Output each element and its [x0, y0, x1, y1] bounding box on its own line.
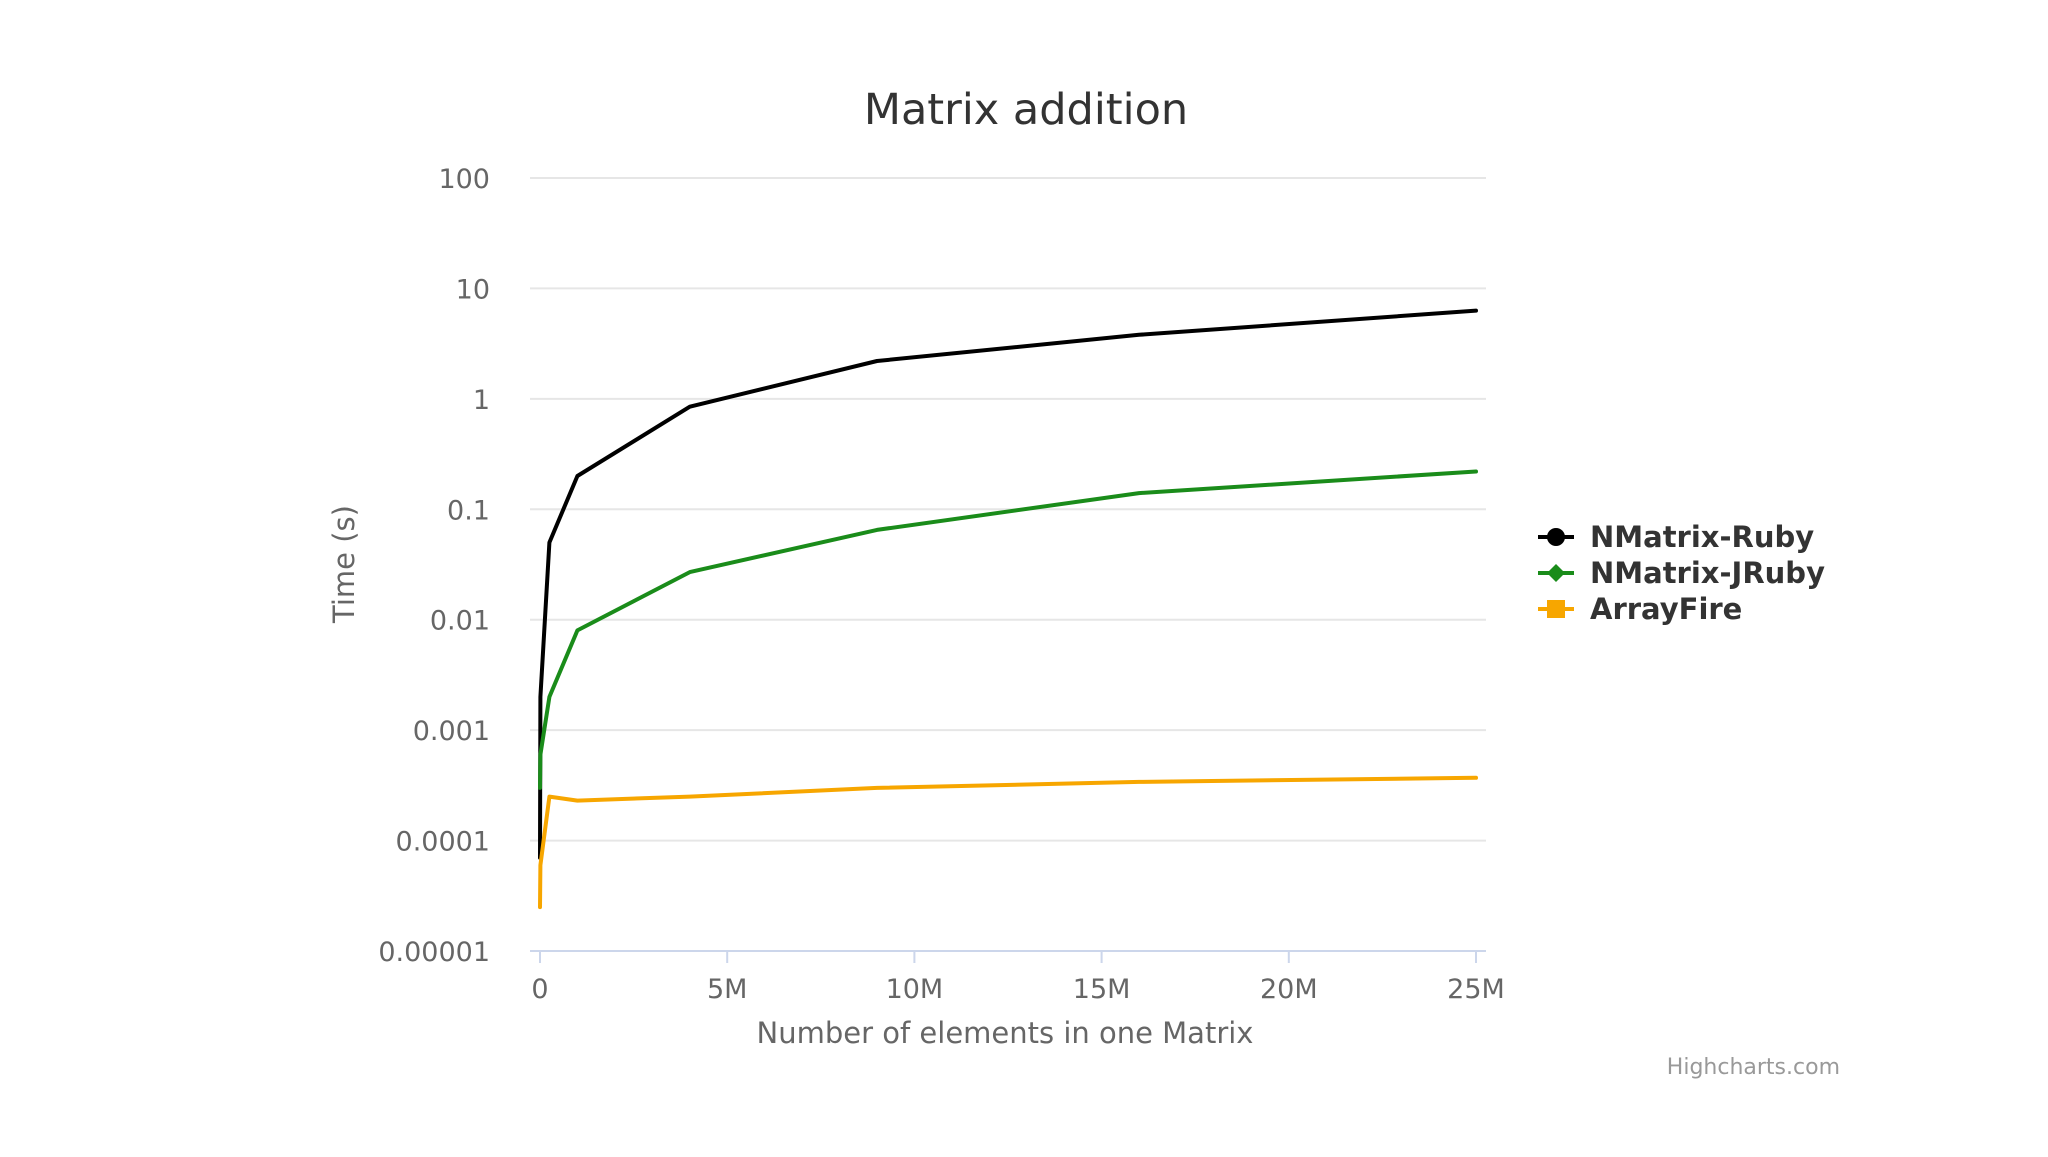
y-tick-label: 1 — [473, 385, 490, 416]
y-tick-label: 0.01 — [430, 606, 490, 637]
y-tick-label: 100 — [438, 164, 490, 195]
y-tick-label: 0.001 — [413, 716, 490, 747]
legend-item-nmatrix-jruby[interactable]: NMatrix-JRuby — [1538, 556, 1825, 590]
credits-link[interactable]: Highcharts.com — [1667, 1055, 1840, 1080]
legend-label: ArrayFire — [1590, 592, 1742, 626]
x-tick-label: 25M — [1447, 974, 1505, 1005]
x-tick-label: 10M — [886, 974, 944, 1005]
axes: 100 10 1 0.1 0.01 0.001 0.0001 0.00001 0 5M 10M 15M… — [378, 164, 1504, 1005]
chart-title: Matrix addition — [864, 85, 1188, 135]
series-line-nmatrix-ruby[interactable] — [538, 308, 1478, 860]
y-tick-label: 0.1 — [447, 495, 490, 526]
x-axis-title: Number of elements in one Matrix — [757, 1016, 1254, 1050]
y-tick-label: 0.0001 — [396, 827, 490, 858]
series-layer — [538, 308, 1478, 910]
series-line-nmatrix-jruby[interactable] — [538, 469, 1478, 790]
legend-item-arrayfire[interactable]: ArrayFire — [1538, 592, 1742, 626]
x-tick-label: 0 — [531, 974, 548, 1005]
y-tick-label: 10 — [456, 274, 490, 305]
circle-marker-icon — [1547, 528, 1565, 546]
x-tick-label: 15M — [1073, 974, 1131, 1005]
x-tick-label: 20M — [1260, 974, 1318, 1005]
legend-label: NMatrix-Ruby — [1590, 520, 1814, 554]
legend-item-nmatrix-ruby[interactable]: NMatrix-Ruby — [1538, 520, 1814, 554]
series-line-arrayfire[interactable] — [538, 775, 1478, 910]
y-tick-label: 0.00001 — [378, 937, 490, 968]
grid — [530, 177, 1486, 952]
y-axis-title: Time (s) — [327, 505, 361, 624]
x-tick-label: 5M — [707, 974, 747, 1005]
legend-label: NMatrix-JRuby — [1590, 556, 1825, 590]
square-marker-icon — [1547, 600, 1565, 618]
diamond-marker-icon — [1547, 564, 1565, 582]
